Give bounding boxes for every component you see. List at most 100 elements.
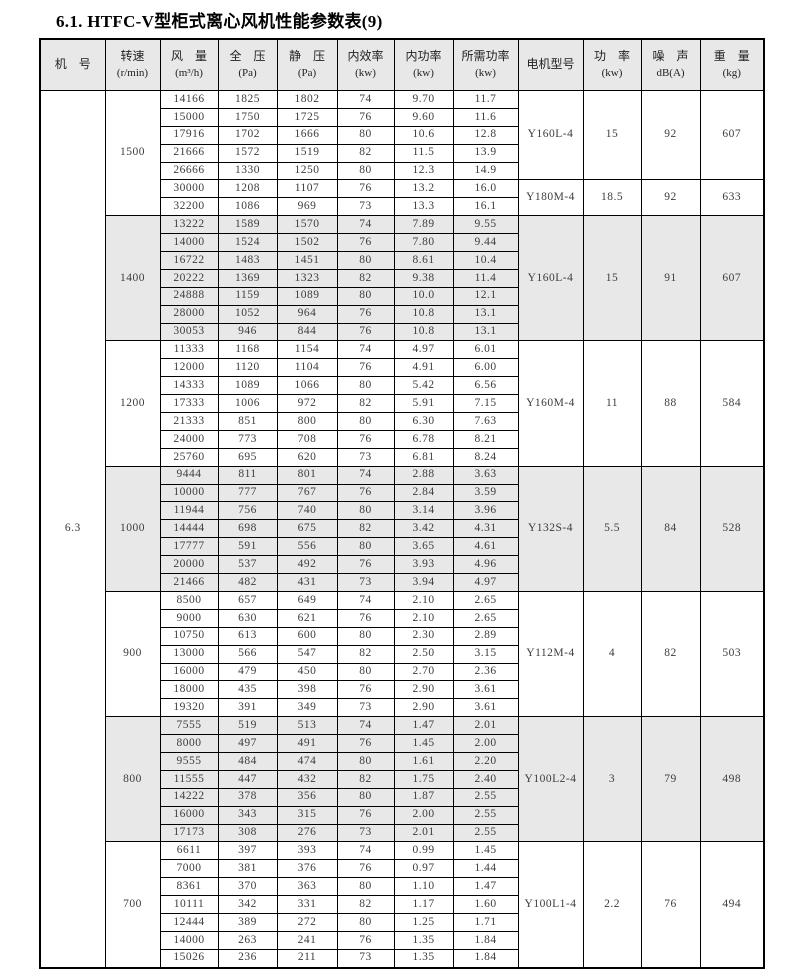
- internal-efficiency-cell: 80: [336, 537, 395, 557]
- required-power-cell: 4.31: [452, 519, 519, 539]
- flow-rate-cell: 25760: [159, 447, 219, 467]
- flow-rate-cell: 12000: [159, 358, 219, 378]
- flow-rate-cell: 11333: [159, 340, 219, 360]
- total-pressure-cell: 1524: [217, 233, 278, 253]
- internal-power-cell: 10.8: [393, 322, 454, 342]
- required-power-cell: 2.65: [452, 608, 519, 628]
- internal-power-cell: 1.45: [393, 734, 454, 753]
- required-power-cell: 16.0: [452, 179, 519, 199]
- table-row: 10750 613 600 80 2.30 2.89: [40, 626, 764, 646]
- flow-rate-cell: 15000: [159, 107, 219, 127]
- total-pressure-cell: 1750: [217, 107, 278, 127]
- col-header-internal-power: 内功率 (kw): [393, 38, 454, 91]
- table-row: 14222 378 356 80 1.87 2.55: [40, 787, 764, 807]
- flow-rate-cell: 9000: [159, 608, 219, 628]
- internal-power-cell: 9.60: [393, 107, 454, 127]
- internal-power-cell: 1.35: [393, 948, 454, 969]
- internal-efficiency-cell: 80: [336, 501, 395, 521]
- speed-cell: 700: [104, 841, 161, 969]
- internal-power-cell: 1.75: [393, 769, 454, 789]
- required-power-cell: 2.55: [452, 805, 519, 825]
- required-power-cell: 2.65: [452, 590, 519, 610]
- internal-efficiency-cell: 80: [336, 751, 395, 771]
- internal-efficiency-cell: 74: [336, 340, 395, 360]
- internal-power-cell: 12.3: [393, 161, 454, 181]
- internal-power-cell: 2.10: [393, 590, 454, 610]
- required-power-cell: 10.4: [452, 251, 519, 270]
- internal-efficiency-cell: 82: [336, 895, 395, 914]
- motor-power-cell: 4: [582, 590, 642, 718]
- total-pressure-cell: 777: [217, 483, 278, 503]
- speed-cell: 1500: [104, 89, 161, 217]
- flow-rate-cell: 14222: [159, 787, 219, 807]
- required-power-cell: 13.1: [452, 304, 519, 324]
- internal-power-cell: 3.94: [393, 573, 454, 592]
- required-power-cell: 7.63: [452, 412, 519, 431]
- static-pressure-cell: 211: [276, 948, 338, 969]
- static-pressure-cell: 474: [276, 751, 338, 771]
- internal-efficiency-cell: 74: [336, 716, 395, 736]
- total-pressure-cell: 1168: [217, 340, 278, 360]
- required-power-cell: 1.47: [452, 877, 519, 897]
- total-pressure-cell: 946: [217, 322, 278, 342]
- total-pressure-cell: 370: [217, 877, 278, 897]
- flow-rate-cell: 16000: [159, 805, 219, 825]
- total-pressure-cell: 342: [217, 895, 278, 914]
- flow-rate-cell: 6611: [159, 841, 219, 861]
- internal-efficiency-cell: 76: [336, 483, 395, 503]
- internal-power-cell: 1.25: [393, 912, 454, 932]
- noise-cell: 92: [640, 179, 701, 217]
- flow-rate-cell: 9444: [159, 465, 219, 485]
- total-pressure-cell: 381: [217, 859, 278, 879]
- internal-power-cell: 2.70: [393, 662, 454, 682]
- internal-efficiency-cell: 76: [336, 322, 395, 342]
- internal-power-cell: 4.97: [393, 340, 454, 360]
- flow-rate-cell: 14444: [159, 519, 219, 539]
- internal-efficiency-cell: 82: [336, 394, 395, 414]
- internal-efficiency-cell: 73: [336, 573, 395, 592]
- internal-power-cell: 0.99: [393, 841, 454, 861]
- static-pressure-cell: 315: [276, 805, 338, 825]
- table-row: 12000 1120 1104 76 4.91 6.00: [40, 358, 764, 378]
- table-row: 20222 1369 1323 82 9.38 11.4: [40, 268, 764, 288]
- total-pressure-cell: 1589: [217, 215, 278, 235]
- table-header: 机 号转速 (r/min) 风 量 (m³/h) 全 压 (Pa) 静 压 (Pa) 内效率 (k…: [39, 38, 765, 91]
- flow-rate-cell: 8000: [159, 734, 219, 753]
- static-pressure-cell: 1154: [276, 340, 338, 360]
- total-pressure-cell: 484: [217, 751, 278, 771]
- internal-efficiency-cell: 73: [336, 447, 395, 467]
- table-row: 900 8500 657 649 74 2.10 2.65 Y112M-4 4 82 503: [40, 590, 765, 718]
- col-header-internal-efficiency: 内效率 (kw): [336, 38, 395, 91]
- total-pressure-cell: 391: [217, 698, 278, 718]
- weight-cell: 494: [699, 841, 765, 969]
- flow-rate-cell: 17777: [159, 537, 219, 557]
- table-row: 11944 756 740 80 3.14 3.96: [40, 501, 764, 521]
- required-power-cell: 3.63: [452, 465, 519, 485]
- required-power-cell: 3.96: [452, 501, 519, 521]
- table-row: 7000 381 376 76 0.97 1.44: [40, 859, 764, 879]
- required-power-cell: 12.8: [452, 125, 519, 145]
- internal-efficiency-cell: 76: [336, 429, 395, 449]
- noise-cell: 84: [640, 465, 701, 592]
- internal-efficiency-cell: 74: [336, 841, 395, 861]
- total-pressure-cell: 447: [217, 769, 278, 789]
- total-pressure-cell: 1089: [217, 376, 278, 396]
- static-pressure-cell: 431: [276, 573, 338, 592]
- internal-efficiency-cell: 74: [336, 90, 395, 109]
- required-power-cell: 1.60: [452, 895, 519, 914]
- total-pressure-cell: 479: [217, 662, 278, 682]
- static-pressure-cell: 1323: [276, 268, 338, 288]
- internal-power-cell: 4.91: [393, 358, 454, 378]
- table-row: 10111 342 331 82 1.17 1.60: [40, 895, 764, 914]
- required-power-cell: 1.44: [452, 859, 519, 879]
- flow-rate-cell: 17916: [159, 125, 219, 145]
- internal-efficiency-cell: 76: [336, 107, 395, 127]
- table-row: 1000 9444 811 801 74 2.88 3.63 Y132S-4 5.5 84 528: [40, 465, 765, 592]
- internal-power-cell: 10.6: [393, 125, 454, 145]
- internal-efficiency-cell: 73: [336, 948, 395, 969]
- internal-power-cell: 2.30: [393, 626, 454, 646]
- internal-efficiency-cell: 80: [336, 787, 395, 807]
- required-power-cell: 4.61: [452, 537, 519, 557]
- required-power-cell: 12.1: [452, 286, 519, 306]
- motor-power-cell: 3: [582, 716, 642, 843]
